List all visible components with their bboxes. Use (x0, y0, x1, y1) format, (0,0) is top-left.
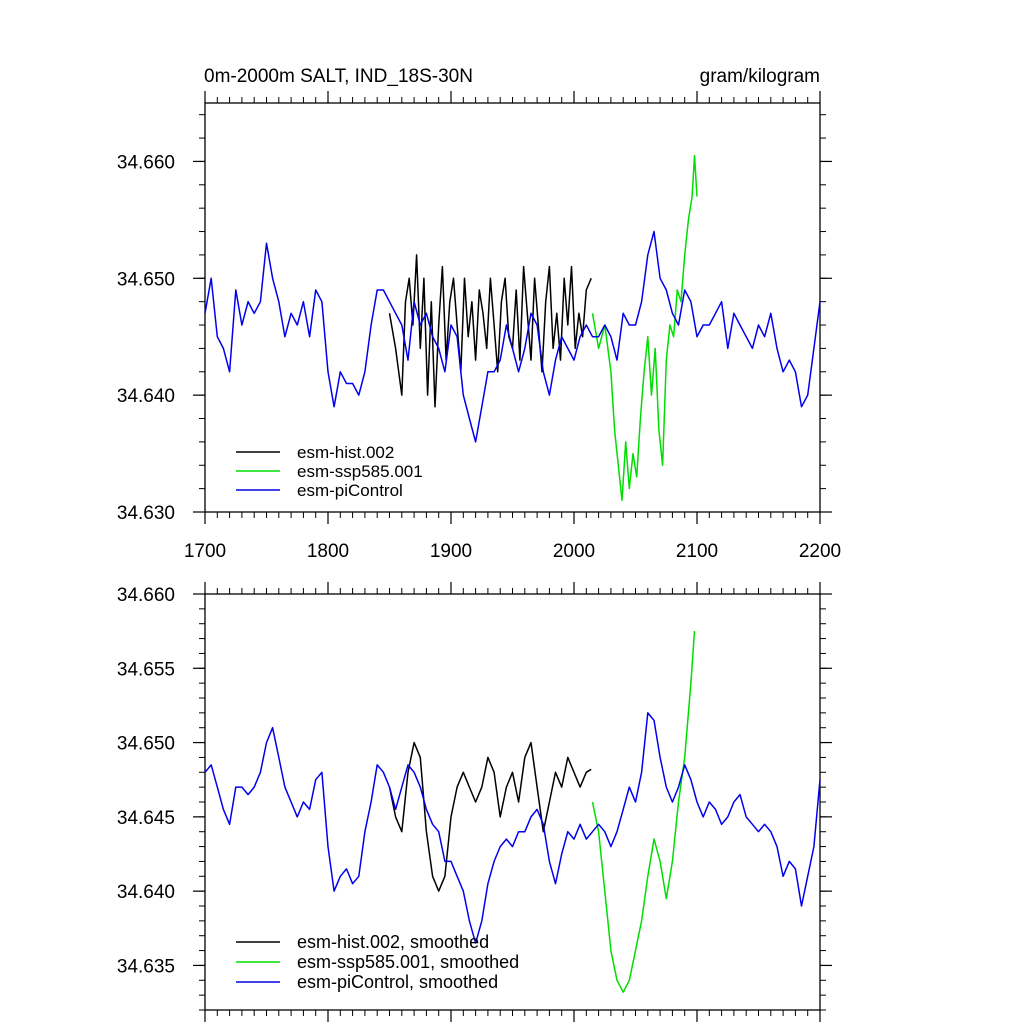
legend-label: esm-piControl, smoothed (297, 972, 498, 992)
bottom-series-group (204, 631, 821, 993)
chart-title: 0m-2000m SALT, IND_18S-30N (204, 66, 473, 87)
series-line-esm-picontrol-smoothed (204, 712, 821, 944)
series-line-esm-ssp585-001 (591, 154, 698, 502)
y-tick-label: 34.640 (117, 882, 175, 903)
series-line-esm-hist-002 (388, 254, 592, 408)
x-tick-label: 2100 (676, 541, 718, 562)
series-line-esm-ssp585-001-smoothed (591, 631, 696, 993)
x-tick-label: 2200 (799, 541, 841, 562)
y-tick-label: 34.655 (117, 659, 175, 680)
series-line-esm-hist-002-smoothed (388, 741, 592, 892)
top-axis-ticks: 34.630 34.640 34.650 34.660 1700 1800 1900 2000… (117, 91, 841, 562)
x-tick-label: 1700 (184, 541, 226, 562)
top-series-group (204, 154, 821, 502)
legend-label: esm-ssp585.001, smoothed (297, 952, 519, 972)
legend-label: esm-ssp585.001 (297, 462, 423, 481)
y-tick-label: 34.635 (117, 956, 175, 977)
x-tick-label: 2000 (553, 541, 595, 562)
series-line-esm-picontrol (204, 230, 821, 443)
legend-label: esm-hist.002 (297, 443, 394, 462)
y-tick-label: 34.660 (117, 585, 175, 606)
y-tick-label: 34.630 (117, 503, 175, 524)
legend-label: esm-piControl (297, 481, 403, 500)
y-tick-label: 34.650 (117, 734, 175, 755)
units-label: gram/kilogram (700, 66, 820, 87)
y-tick-label: 34.660 (117, 152, 175, 173)
x-tick-label: 1800 (307, 541, 349, 562)
y-tick-label: 34.640 (117, 386, 175, 407)
x-tick-label: 1900 (430, 541, 472, 562)
y-tick-label: 34.650 (117, 269, 175, 290)
legend-label: esm-hist.002, smoothed (297, 932, 489, 952)
bottom-axis-ticks: 34.635 34.640 34.645 34.650 34.655 34.660 (117, 582, 832, 1022)
y-tick-label: 34.645 (117, 808, 175, 829)
